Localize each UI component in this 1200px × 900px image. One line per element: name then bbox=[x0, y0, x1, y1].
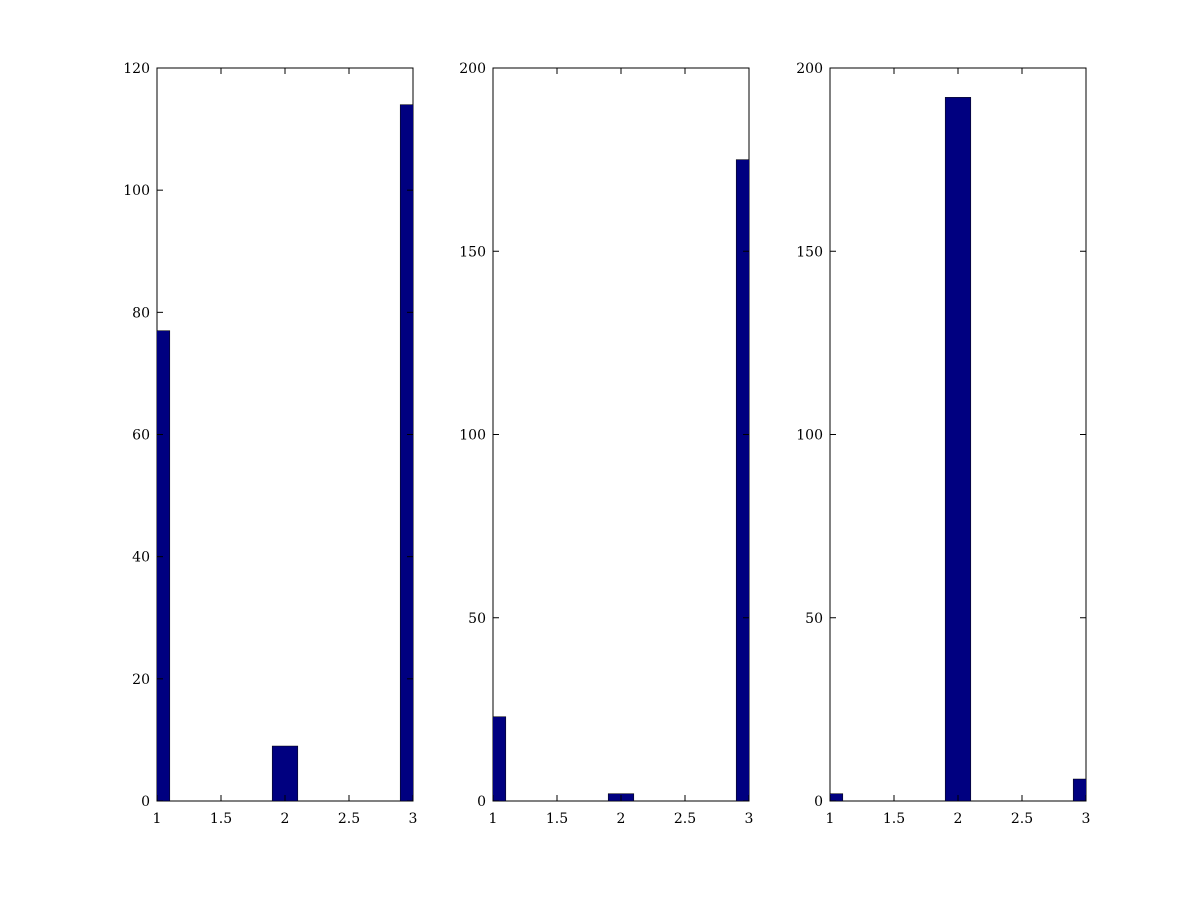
y-tick-label: 20 bbox=[132, 672, 150, 688]
x-tick-label: 1.5 bbox=[210, 811, 232, 827]
x-tick-label: 1 bbox=[153, 811, 162, 827]
bars bbox=[157, 104, 413, 801]
x-tick-label: 2.5 bbox=[338, 811, 360, 827]
bar bbox=[1072, 778, 1086, 801]
x-tick-label: 2.5 bbox=[674, 811, 696, 827]
chart-panel-2: 1 1.5 2 2.5 3 0 50 100 150 200 bbox=[459, 61, 754, 827]
bars bbox=[830, 97, 1086, 801]
y-tick-label: 40 bbox=[132, 550, 150, 566]
y-tick-label: 100 bbox=[123, 183, 150, 199]
bar bbox=[735, 159, 749, 801]
y-tick-label: 200 bbox=[796, 61, 823, 77]
y-tick-label: 120 bbox=[123, 61, 150, 77]
x-tick-label: 2 bbox=[281, 811, 290, 827]
y-tick-label: 150 bbox=[459, 244, 486, 260]
y-tick-label: 0 bbox=[814, 794, 823, 810]
y-tick-label: 50 bbox=[468, 611, 486, 627]
y-tick-label: 0 bbox=[477, 794, 486, 810]
bar bbox=[493, 716, 507, 801]
x-tick-label: 1.5 bbox=[546, 811, 568, 827]
x-tick-label: 2.5 bbox=[1011, 811, 1033, 827]
y-tick-label: 150 bbox=[796, 244, 823, 260]
bar bbox=[271, 745, 299, 801]
x-tick-label: 1 bbox=[489, 811, 498, 827]
bar bbox=[157, 330, 171, 801]
y-tick-label: 60 bbox=[132, 428, 150, 444]
y-tick-label: 100 bbox=[796, 428, 823, 444]
axes-frame bbox=[156, 67, 414, 802]
y-tick-label: 0 bbox=[141, 794, 150, 810]
bars bbox=[493, 159, 749, 801]
y-tick-label: 50 bbox=[805, 611, 823, 627]
bar bbox=[944, 97, 972, 801]
x-tick-label: 1.5 bbox=[883, 811, 905, 827]
chart-panel-1: 1 1.5 2 2.5 3 0 20 40 60 80 100 120 bbox=[123, 61, 418, 827]
x-tick-label: 3 bbox=[745, 811, 754, 827]
y-tick-label: 100 bbox=[459, 428, 486, 444]
x-tick-label: 3 bbox=[1082, 811, 1091, 827]
x-tick-label: 3 bbox=[409, 811, 418, 827]
y-tick-label: 80 bbox=[132, 305, 150, 321]
x-tick-label: 2 bbox=[617, 811, 626, 827]
chart-panel-3: 1 1.5 2 2.5 3 0 50 100 150 200 bbox=[796, 61, 1091, 827]
x-tick-label: 1 bbox=[826, 811, 835, 827]
y-tick-label: 200 bbox=[459, 61, 486, 77]
x-tick-label: 2 bbox=[954, 811, 963, 827]
axes-frame bbox=[492, 67, 750, 802]
bar bbox=[399, 104, 413, 801]
